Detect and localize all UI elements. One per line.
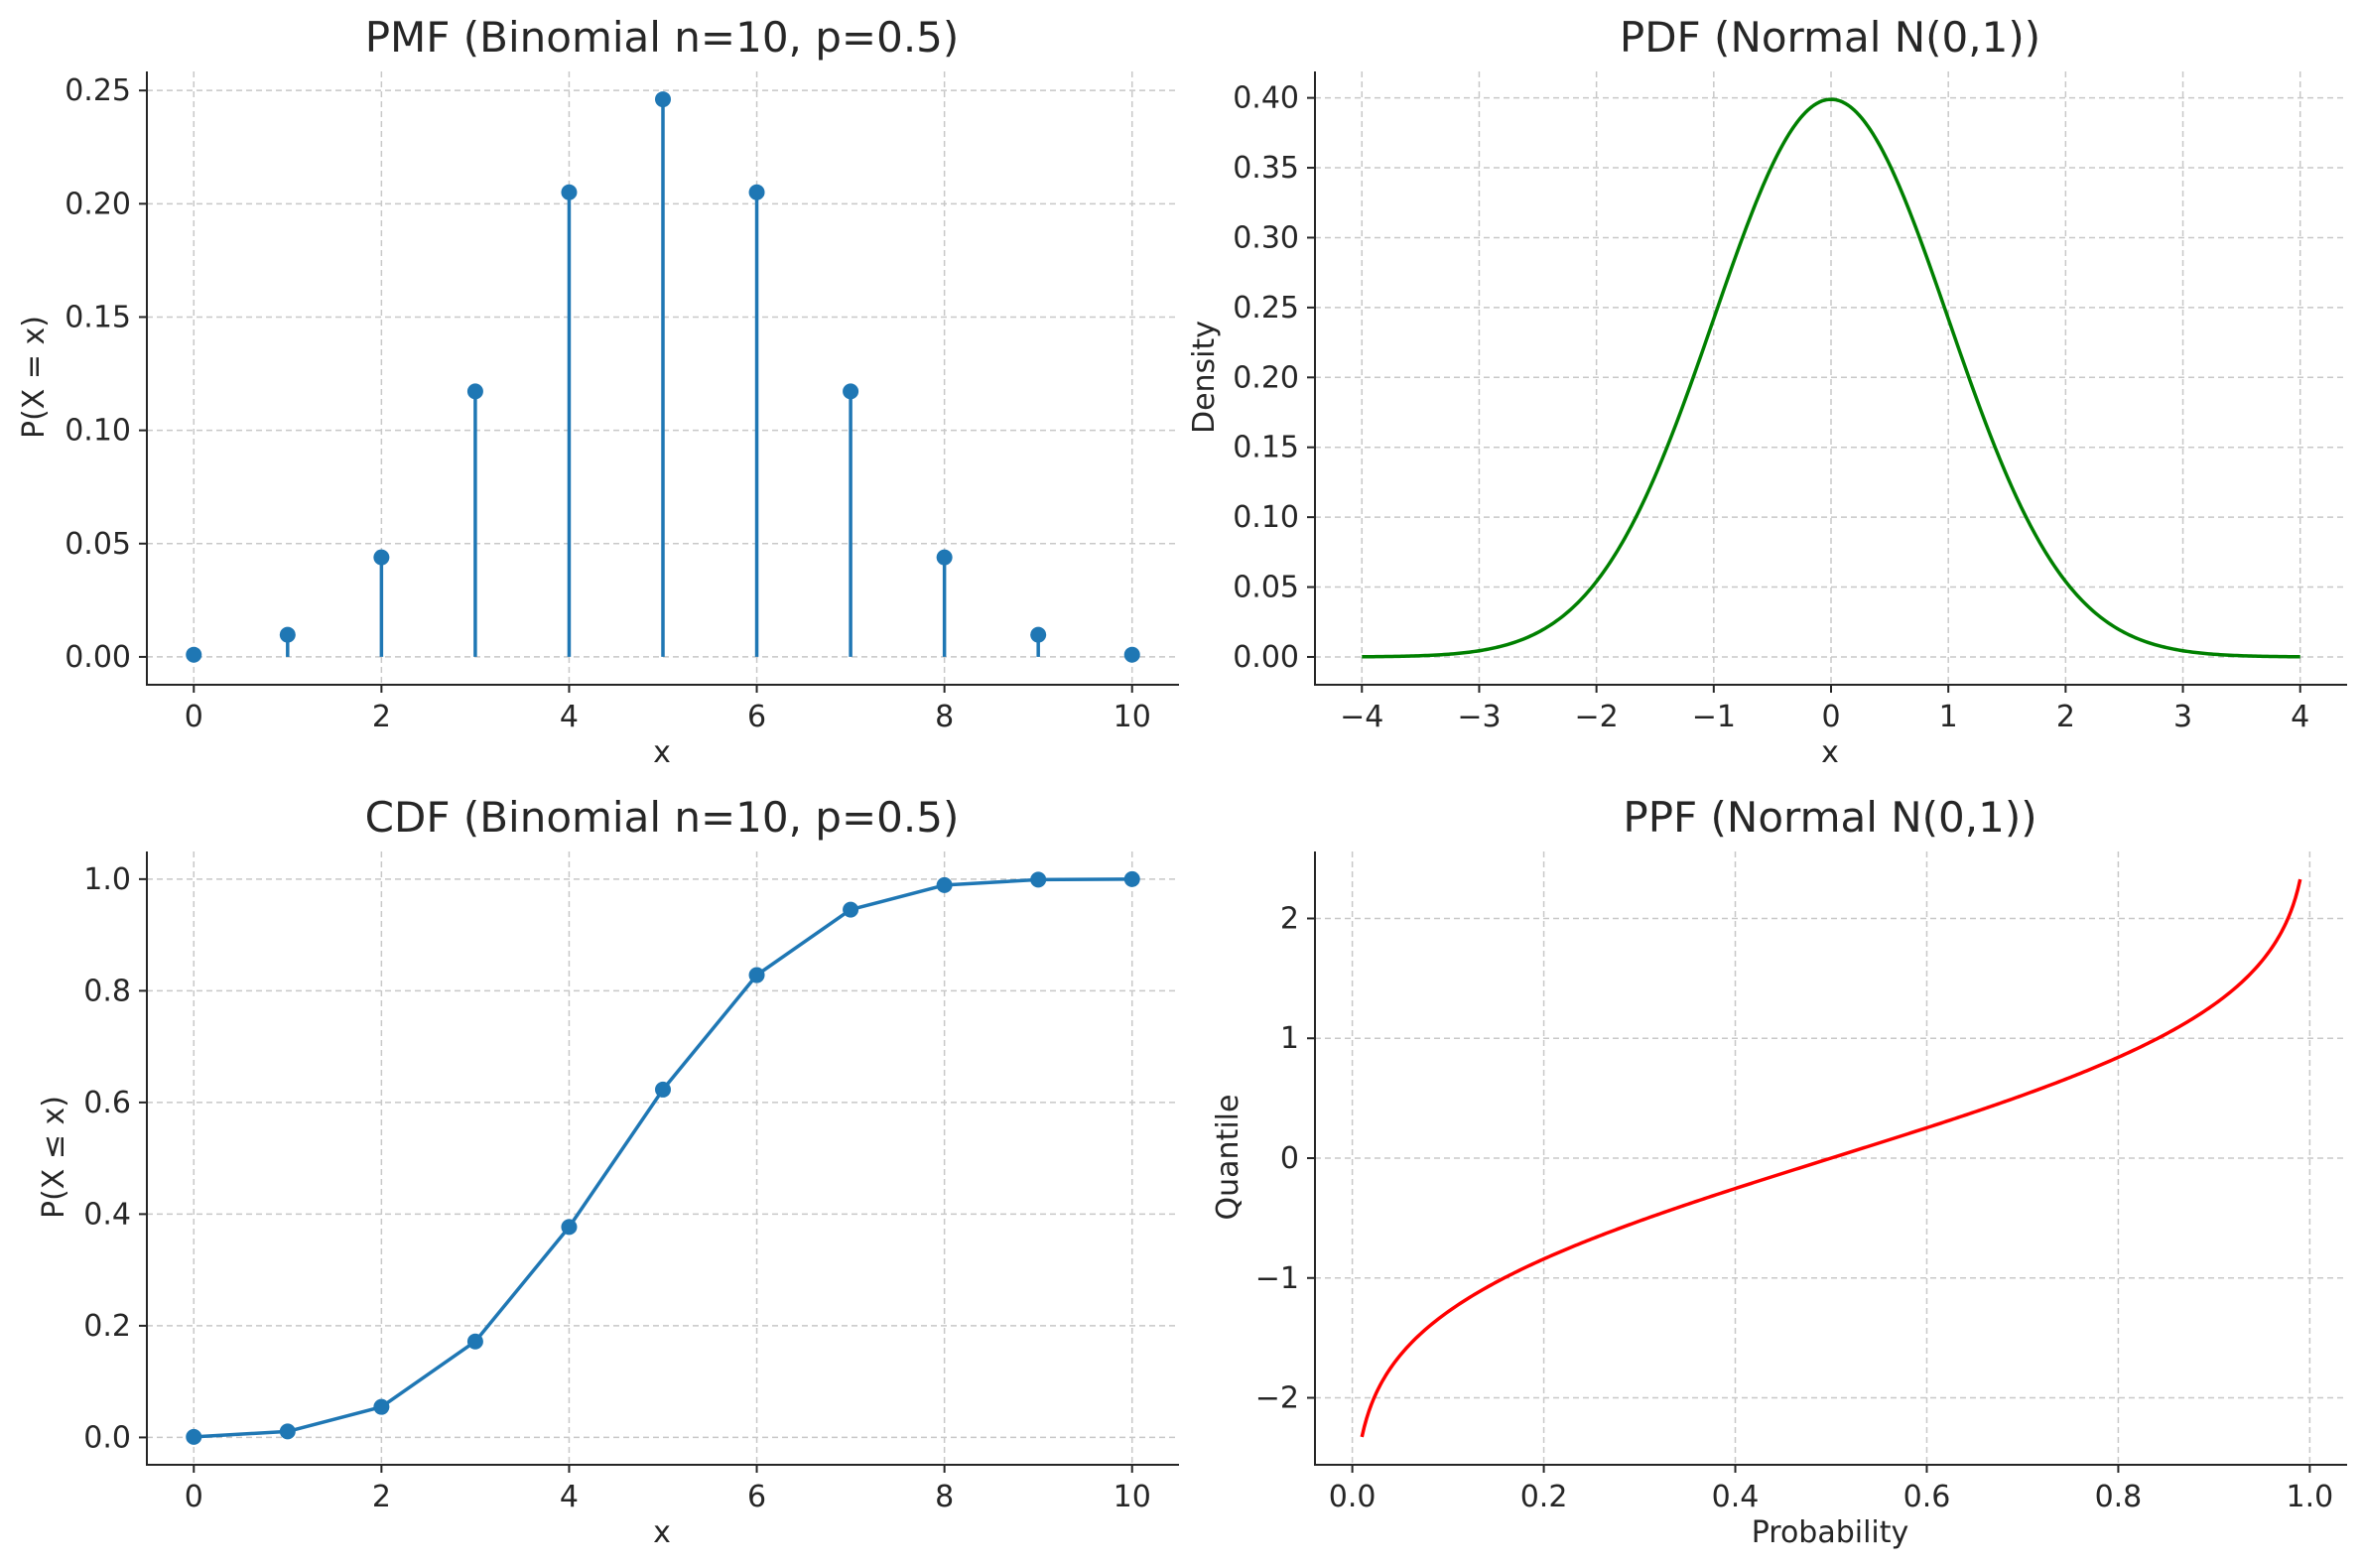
pdf-axes-spines (1314, 71, 2347, 686)
pdf-ytick-label: 0.25 (1233, 291, 1299, 326)
pdf-xtick-label: 4 (2291, 700, 2309, 734)
ppf-xtick-label: 0.6 (1903, 1480, 1951, 1514)
cdf-point-marker (373, 1398, 390, 1415)
pdf-xtick-label: 3 (2173, 700, 2192, 734)
pmf-panel: PMF (Binomial n=10, p=0.5) x P(X = x) 0 2… (17, 13, 1179, 770)
pmf-ytick-label: 0.00 (65, 640, 131, 675)
cdf-xtick-label: 0 (185, 1480, 203, 1514)
cdf-ytick-label: 0.4 (83, 1197, 131, 1232)
pdf-ytick-label: 0.30 (1233, 220, 1299, 255)
pdf-ytick-label: 0.40 (1233, 81, 1299, 116)
ppf-ytick-label: −2 (1255, 1381, 1299, 1416)
pmf-ytick-label: 0.25 (65, 73, 131, 108)
pdf-xtick-label: −4 (1340, 700, 1383, 734)
pdf-ylabel: Density (1187, 321, 1222, 434)
cdf-ytick-label: 0.6 (83, 1086, 131, 1120)
pdf-xtick-label: 1 (1939, 700, 1958, 734)
pmf-ytick-label: 0.20 (65, 187, 131, 221)
ppf-ytick-label: −1 (1255, 1261, 1299, 1296)
pmf-xtick-label: 2 (372, 700, 391, 734)
cdf-ytick-label: 0.8 (83, 974, 131, 1008)
cdf-point-marker (279, 1423, 296, 1440)
pmf-stem-marker (279, 626, 296, 643)
pmf-ytick-label: 0.05 (65, 527, 131, 562)
cdf-xtick-label: 2 (372, 1480, 391, 1514)
pdf-xtick-label: −2 (1575, 700, 1619, 734)
pdf-ytick-label: 0.10 (1233, 500, 1299, 535)
cdf-xtick-label: 4 (560, 1480, 579, 1514)
pmf-xtick-label: 4 (560, 700, 579, 734)
ppf-ytick-label: 2 (1280, 901, 1299, 936)
cdf-ytick-label: 1.0 (83, 862, 131, 897)
cdf-point-marker (1030, 871, 1047, 888)
pmf-xtick-label: 10 (1114, 700, 1151, 734)
cdf-ytick-label: 0.0 (83, 1420, 131, 1455)
cdf-xtick-label: 8 (935, 1480, 954, 1514)
pdf-ytick-label: 0.15 (1233, 431, 1299, 465)
ppf-xtick-label: 0.2 (1520, 1480, 1568, 1514)
ppf-xtick-label: 1.0 (2287, 1480, 2334, 1514)
cdf-point-marker (936, 876, 953, 893)
cdf-ylabel: P(X ≤ x) (37, 1096, 71, 1219)
ppf-ytick-label: 1 (1280, 1021, 1299, 1056)
pdf-panel: PDF (Normal N(0,1)) x Density −4 −3 −2 −1 0 1… (1187, 13, 2347, 770)
pmf-xlabel: x (653, 735, 671, 770)
pdf-ytick-label: 0.05 (1233, 571, 1299, 605)
cdf-xtick-label: 6 (747, 1480, 766, 1514)
cdf-xlabel: x (653, 1515, 671, 1550)
pdf-ytick-label: 0.20 (1233, 360, 1299, 395)
cdf-axes-spines (146, 851, 1179, 1466)
pmf-ylabel: P(X = x) (17, 316, 52, 439)
ppf-ylabel: Quantile (1211, 1095, 1246, 1221)
pmf-stem-marker (1030, 626, 1047, 643)
pdf-xtick-label: −1 (1692, 700, 1736, 734)
pdf-xtick-label: −3 (1457, 700, 1501, 734)
cdf-point-marker (843, 901, 859, 918)
pdf-ytick-label: 0.35 (1233, 151, 1299, 186)
pmf-stem-marker (1123, 646, 1140, 663)
pmf-stem-marker (843, 383, 859, 400)
pdf-xtick-label: 2 (2056, 700, 2075, 734)
cdf-title: CDF (Binomial n=10, p=0.5) (365, 793, 960, 842)
pmf-title: PMF (Binomial n=10, p=0.5) (365, 13, 960, 62)
cdf-point-marker (748, 967, 765, 983)
pmf-xtick-label: 8 (935, 700, 954, 734)
pmf-stem-marker (466, 383, 483, 400)
pdf-curve-line (1362, 97, 2300, 659)
pdf-xtick-label: 0 (1821, 700, 1840, 734)
pdf-ytick-label: 0.00 (1233, 640, 1299, 675)
cdf-ytick-label: 0.2 (83, 1309, 131, 1344)
pmf-stem-marker (186, 646, 202, 663)
pmf-ytick-label: 0.10 (65, 414, 131, 449)
pmf-stem-marker (655, 91, 671, 108)
ppf-panel: PPF (Normal N(0,1)) Probability Quantile… (1211, 793, 2347, 1550)
pdf-xlabel: x (1821, 735, 1839, 770)
cdf-point-marker (561, 1219, 578, 1236)
ppf-axes-spines (1314, 851, 2347, 1466)
cdf-series-line (194, 877, 1132, 1439)
ppf-curve-line (1360, 878, 2302, 1438)
pdf-title: PDF (Normal N(0,1)) (1620, 13, 2040, 62)
ppf-title: PPF (Normal N(0,1)) (1623, 793, 2036, 842)
cdf-point-marker (186, 1428, 202, 1445)
cdf-point-marker (466, 1333, 483, 1350)
pmf-stem-marker (373, 549, 390, 566)
pmf-stem-marker (748, 184, 765, 200)
cdf-point-marker (1123, 870, 1140, 887)
cdf-xtick-label: 10 (1114, 1480, 1151, 1514)
pmf-stem-marker (936, 549, 953, 566)
pmf-stem-marker (561, 184, 578, 200)
pmf-xtick-label: 0 (185, 700, 203, 734)
pmf-axes-spines (146, 71, 1179, 686)
ppf-ytick-label: 0 (1280, 1141, 1299, 1176)
ppf-xtick-label: 0.8 (2095, 1480, 2143, 1514)
pmf-ytick-label: 0.15 (65, 300, 131, 334)
cdf-panel: CDF (Binomial n=10, p=0.5) x P(X ≤ x) 0 2… (37, 793, 1179, 1550)
cdf-point-marker (655, 1081, 671, 1098)
ppf-xtick-label: 0.4 (1712, 1480, 1760, 1514)
ppf-xlabel: Probability (1752, 1515, 1909, 1550)
pmf-xtick-label: 6 (747, 700, 766, 734)
ppf-xtick-label: 0.0 (1329, 1480, 1377, 1514)
